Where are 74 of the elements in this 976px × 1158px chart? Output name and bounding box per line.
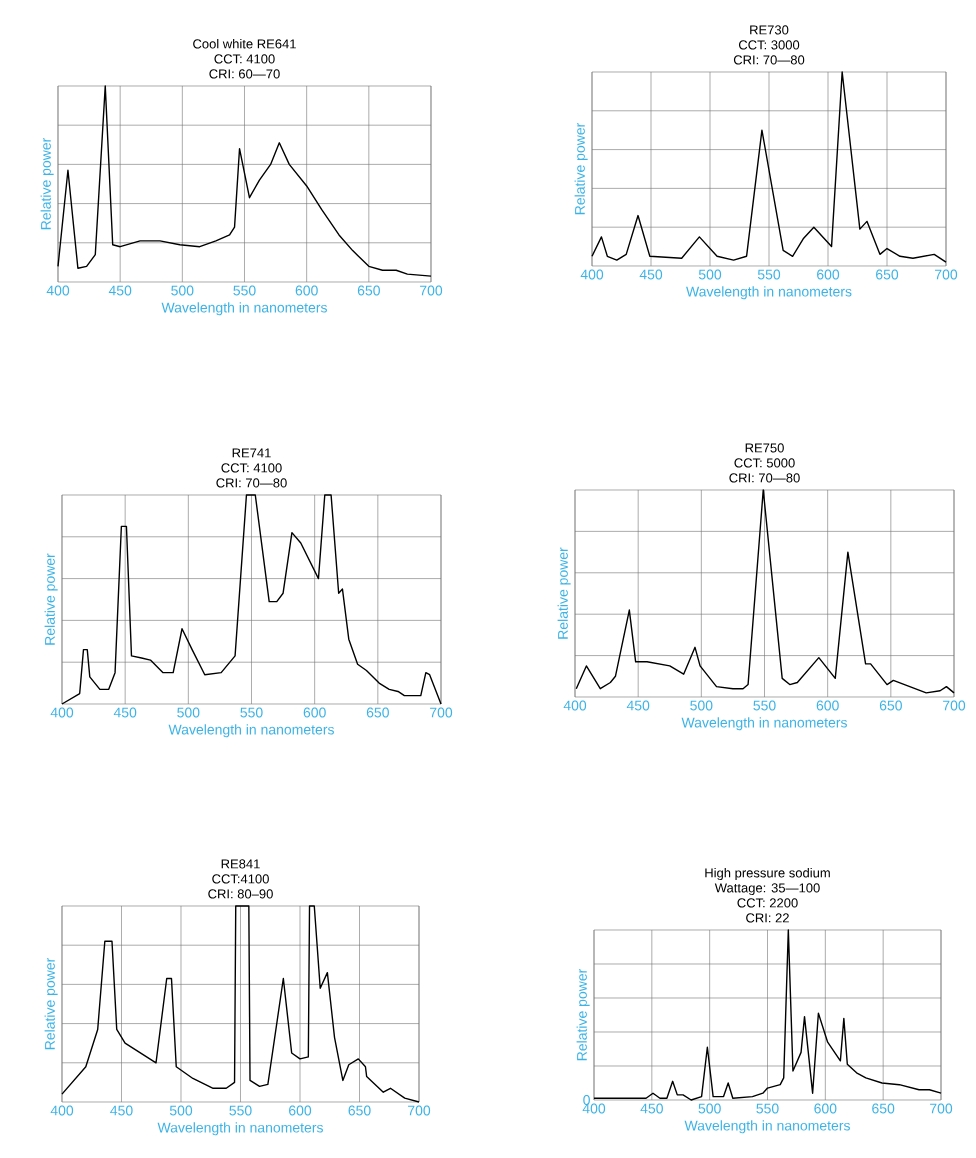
x-tick-label: 600 bbox=[303, 707, 326, 718]
chart-subtitle: CCT:4100 bbox=[212, 874, 269, 884]
chart-title: RE750 bbox=[745, 443, 784, 453]
chart-subtitle: CCT: 4100 bbox=[221, 463, 282, 473]
x-tick-label: 700 bbox=[930, 1103, 953, 1114]
x-tick-label: 500 bbox=[169, 1105, 193, 1116]
x-tick-label: 700 bbox=[935, 269, 958, 280]
x-axis-title: Wavelength in nanometers bbox=[684, 1120, 850, 1134]
x-tick-label: 450 bbox=[110, 1105, 133, 1116]
x-tick-label: 600 bbox=[295, 285, 318, 296]
x-tick-label: 700 bbox=[943, 700, 966, 711]
y-axis-title: Relative power bbox=[574, 122, 588, 215]
x-tick-label: 450 bbox=[108, 285, 132, 296]
text: 0 bbox=[583, 1095, 590, 1105]
x-tick-label: 700 bbox=[430, 707, 453, 718]
x-tick-label: 650 bbox=[357, 285, 380, 296]
x-tick-label: 400 bbox=[580, 269, 604, 280]
x-tick-label: 400 bbox=[563, 700, 587, 711]
x-tick-label: 500 bbox=[690, 700, 713, 711]
x-tick-label: 700 bbox=[408, 1105, 431, 1116]
chart-subtitle: CCT: 5000 bbox=[734, 458, 795, 468]
x-tick-label: 500 bbox=[171, 285, 194, 296]
text: CRI: 70—80 bbox=[733, 55, 805, 65]
x-tick-label: 600 bbox=[816, 700, 839, 711]
text: CRI: 70—80 bbox=[216, 478, 287, 488]
x-tick-label: 450 bbox=[626, 700, 650, 711]
x-tick-label: 550 bbox=[753, 700, 776, 711]
y-axis-title: Relative power bbox=[557, 547, 571, 639]
x-tick-label: 650 bbox=[879, 700, 902, 711]
x-tick-label: 400 bbox=[50, 707, 74, 718]
y-axis-title: Relative power bbox=[44, 957, 58, 1050]
x-tick-label: 550 bbox=[240, 707, 263, 718]
x-axis-title: Wavelength in nanometers bbox=[168, 724, 334, 738]
chart-title: RE741 bbox=[232, 448, 271, 458]
x-tick-label: 600 bbox=[289, 1105, 312, 1116]
chart-subtitle: CCT: 4100 bbox=[214, 54, 275, 64]
x-tick-label: 400 bbox=[46, 285, 70, 296]
x-tick-label: 550 bbox=[756, 1103, 779, 1114]
chart-title: High pressure sodium bbox=[705, 867, 830, 881]
x-tick-label: 500 bbox=[177, 707, 200, 718]
x-tick-label: 650 bbox=[872, 1103, 895, 1114]
x-tick-label: 650 bbox=[348, 1105, 371, 1116]
x-axis-title: Wavelength in nanometers bbox=[157, 1122, 323, 1136]
text: CRI: 70—80 bbox=[729, 473, 800, 483]
x-tick-label: 650 bbox=[876, 269, 899, 280]
text: CRI: 22 bbox=[746, 913, 789, 923]
x-axis-title: Wavelength in nanometers bbox=[686, 286, 852, 300]
text: CRI: 60—70 bbox=[209, 69, 280, 79]
y-axis-title: Relative power bbox=[40, 137, 54, 230]
x-tick-label: 550 bbox=[229, 1105, 252, 1116]
x-tick-label: 500 bbox=[698, 269, 722, 280]
x-tick-label: 450 bbox=[639, 269, 663, 280]
x-tick-label: 600 bbox=[814, 1103, 837, 1114]
x-tick-label: 600 bbox=[817, 269, 840, 280]
y-axis-title: Relative power bbox=[44, 553, 58, 645]
x-tick-label: 450 bbox=[113, 707, 137, 718]
x-axis-title: Wavelength in nanometers bbox=[681, 717, 847, 731]
chart-title: Cool white RE641 bbox=[193, 38, 296, 49]
chart-title: RE730 bbox=[750, 25, 789, 35]
x-axis-title: Wavelength in nanometers bbox=[161, 302, 327, 316]
text: CRI: 80–90 bbox=[208, 889, 273, 899]
chart-subtitle: Wattage: 35—100 bbox=[714, 883, 820, 896]
text: CCT: 2200 bbox=[737, 898, 798, 908]
chart-title: RE841 bbox=[221, 859, 260, 869]
x-tick-label: 500 bbox=[698, 1103, 721, 1114]
x-tick-label: 700 bbox=[420, 285, 443, 296]
x-tick-label: 400 bbox=[582, 1103, 606, 1114]
x-tick-label: 650 bbox=[366, 707, 389, 718]
y-axis-title: Relative power bbox=[576, 968, 590, 1061]
x-tick-label: 550 bbox=[233, 285, 256, 296]
x-tick-label: 400 bbox=[50, 1105, 74, 1116]
chart-subtitle: CCT: 3000 bbox=[738, 40, 800, 50]
x-tick-label: 550 bbox=[757, 269, 781, 280]
x-tick-label: 450 bbox=[640, 1103, 663, 1114]
